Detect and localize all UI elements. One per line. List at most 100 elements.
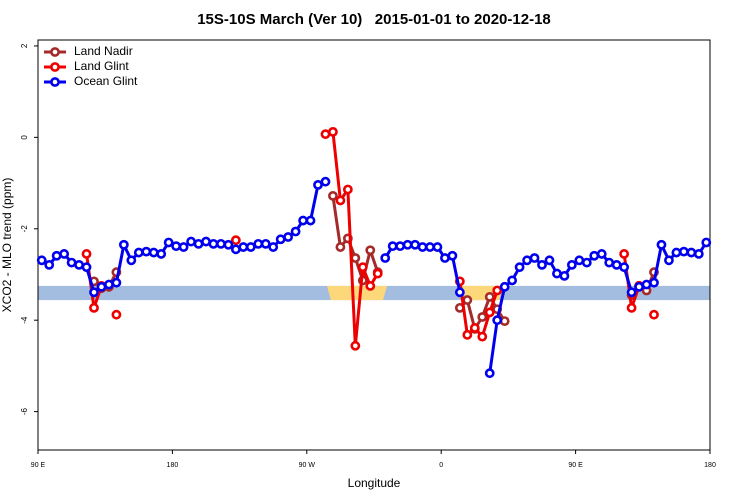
data-point — [440, 253, 450, 263]
data-point — [335, 242, 346, 252]
data-point — [574, 255, 585, 266]
y-tick-label: 2 — [20, 43, 29, 48]
data-point — [111, 277, 122, 288]
data-point — [260, 238, 271, 249]
x-tick-label: 180 — [704, 462, 716, 469]
data-point — [365, 281, 376, 291]
data-point — [410, 239, 420, 250]
data-point — [671, 247, 682, 258]
data-point — [387, 241, 398, 252]
legend-label: Land Nadir — [74, 44, 133, 58]
data-point — [335, 195, 346, 206]
data-point — [581, 257, 592, 268]
data-point — [484, 307, 495, 318]
plot-frame — [37, 39, 711, 451]
data-point — [126, 255, 137, 266]
data-point — [492, 285, 503, 296]
data-point — [223, 239, 234, 250]
data-point — [350, 340, 361, 351]
data-point — [641, 279, 652, 290]
data-point — [604, 257, 615, 268]
data-point — [357, 262, 368, 273]
y-tick-label: -4 — [20, 316, 29, 324]
data-point — [462, 329, 473, 340]
data-point — [589, 250, 600, 261]
legend-label: Land Glint — [74, 59, 129, 73]
data-point — [559, 270, 570, 281]
x-tick-label: 180 — [167, 462, 179, 469]
data-point — [522, 255, 532, 266]
data-point — [216, 238, 226, 249]
data-point — [66, 257, 77, 268]
data-point — [365, 245, 376, 256]
data-point — [156, 249, 167, 259]
data-point — [328, 126, 338, 137]
data-point — [686, 247, 697, 258]
data-point — [313, 179, 323, 190]
data-point — [81, 262, 92, 273]
data-point — [320, 129, 331, 140]
data-point — [596, 249, 607, 259]
data-point — [469, 323, 480, 333]
data-point — [148, 247, 159, 258]
data-point — [133, 247, 144, 258]
data-point — [544, 255, 555, 266]
data-point — [477, 331, 488, 342]
data-point — [74, 259, 84, 270]
x-tick-label: 90 E — [31, 462, 46, 469]
data-point — [484, 291, 495, 302]
data-point — [649, 277, 659, 288]
data-point — [462, 295, 473, 305]
data-point — [328, 190, 338, 201]
data-point — [417, 242, 428, 252]
data-point — [245, 242, 256, 252]
data-point — [380, 253, 391, 263]
data-point — [208, 238, 219, 249]
data-point — [514, 262, 525, 273]
data-point — [51, 250, 62, 261]
data-point — [36, 255, 47, 266]
data-point — [477, 312, 488, 322]
data-point — [268, 242, 279, 252]
data-point — [290, 226, 301, 237]
data-point — [171, 241, 182, 252]
data-point — [320, 176, 331, 187]
data-point — [619, 262, 630, 273]
data-point — [507, 275, 518, 286]
data-point — [484, 368, 495, 379]
data-point — [552, 268, 562, 279]
y-tick-label: 0 — [20, 135, 29, 140]
x-tick-label: 90 E — [568, 462, 583, 469]
data-point — [118, 239, 129, 250]
data-point — [664, 255, 674, 266]
data-point — [634, 281, 644, 292]
data-point — [96, 281, 107, 292]
data-point — [89, 287, 99, 298]
data-point — [230, 244, 241, 255]
data-point — [372, 268, 383, 279]
data-point — [656, 239, 667, 250]
data-point — [283, 232, 294, 242]
data-point — [178, 242, 189, 252]
data-point — [611, 259, 622, 270]
data-point — [499, 281, 510, 292]
data-point — [253, 238, 264, 249]
x-tick-label: 0 — [439, 462, 443, 469]
data-point — [298, 215, 308, 226]
data-point — [649, 309, 659, 320]
band-highlight — [326, 285, 387, 301]
data-point — [701, 237, 712, 248]
data-point — [566, 259, 577, 270]
data-point — [238, 242, 249, 252]
data-point — [626, 287, 637, 298]
data-point — [201, 236, 211, 247]
legend-marker — [50, 47, 60, 57]
data-point — [89, 302, 99, 313]
y-tick-label: -6 — [20, 408, 29, 416]
data-point — [537, 259, 547, 270]
data-point — [395, 241, 406, 252]
data-point — [678, 246, 689, 257]
data-point — [141, 246, 152, 257]
data-point — [186, 236, 196, 247]
data-point — [193, 238, 204, 249]
